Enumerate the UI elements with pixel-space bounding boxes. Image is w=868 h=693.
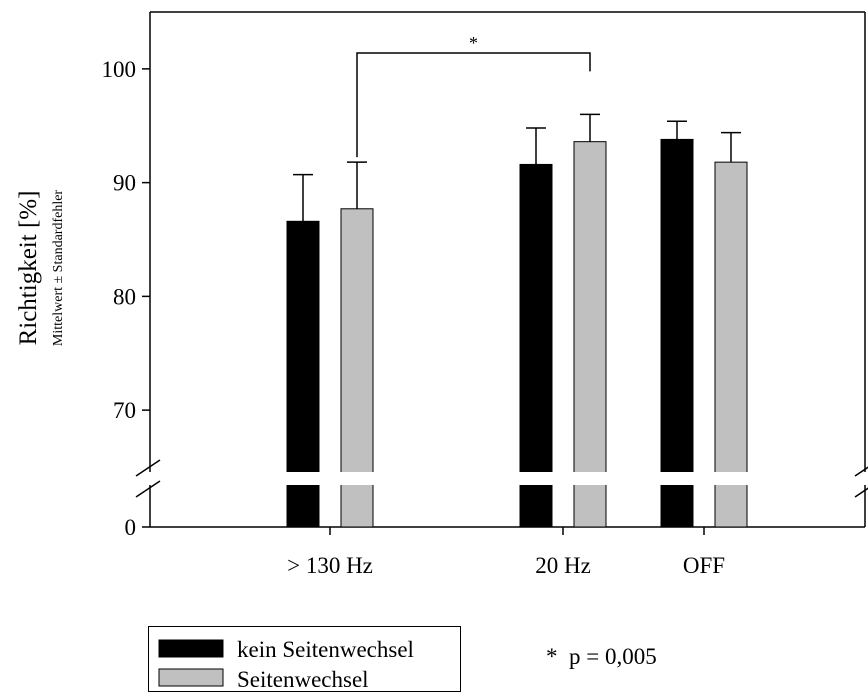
significance-bracket: *: [356, 33, 591, 158]
bar: [519, 163, 553, 528]
significance-line: [356, 52, 591, 158]
axis-breaks: [135, 459, 868, 498]
legend-swatch-kein-seitenwechsel: [158, 639, 224, 658]
y-tick-label: 0: [125, 515, 137, 540]
right-axis-break-gap: [851, 472, 868, 485]
bars: [286, 113, 748, 528]
y-axis-sublabel: Mittelwert ± Standardfehler: [51, 190, 66, 347]
legend-swatch-seitenwechsel: [158, 668, 224, 687]
axis-break-gap: [152, 472, 863, 485]
y-tick-label: 100: [102, 57, 137, 82]
axis-break-slash: [135, 459, 161, 477]
y-axis-label: Richtigkeit [%]: [15, 191, 42, 346]
bar: [714, 161, 748, 528]
bar: [660, 138, 694, 528]
x-tick-label: 20 Hz: [535, 553, 591, 578]
axis-break-slash: [854, 487, 868, 498]
significance-marker: *: [469, 33, 478, 53]
legend-label-seitenwechsel: Seitenwechsel: [237, 667, 369, 692]
y-tick-label: 80: [113, 284, 136, 309]
axis-break-slash: [854, 466, 868, 477]
y-axis-break-gap: [136, 472, 164, 485]
legend-label-kein-seitenwechsel: kein Seitenwechsel: [237, 637, 414, 662]
y-tick-label: 70: [113, 398, 136, 423]
x-tick-label: OFF: [683, 553, 725, 578]
axis-break-slash: [135, 480, 161, 498]
bar: [573, 141, 607, 528]
x-tick-label: > 130 Hz: [287, 553, 373, 578]
y-tick-label: 90: [113, 171, 136, 196]
y-axis-ticks: 100 90 80 70 0: [102, 57, 150, 540]
legend: kein Seitenwechsel Seitenwechsel: [148, 626, 461, 692]
p-value-annotation: * p = 0,005: [546, 644, 657, 669]
x-axis-ticks: > 130 Hz 20 Hz OFF: [287, 527, 725, 578]
plot-frame: [149, 11, 866, 528]
